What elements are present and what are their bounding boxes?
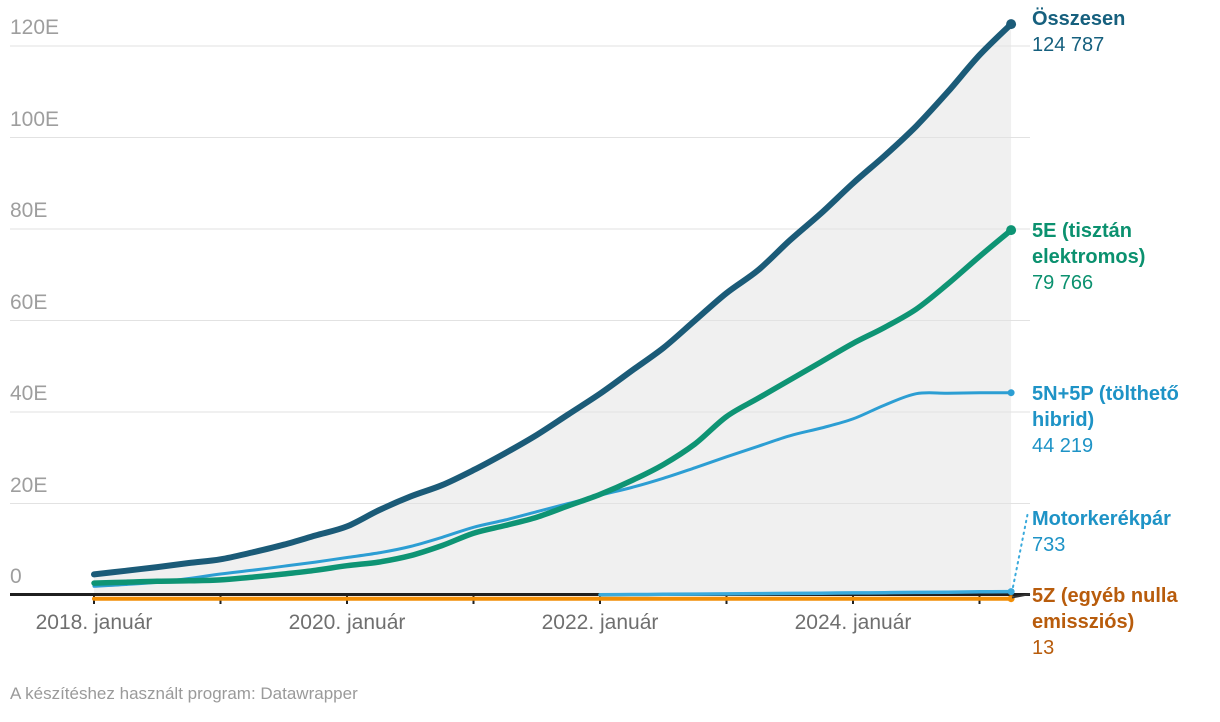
series-value: 13 — [1032, 637, 1055, 659]
series-label-5e-tisztán-elektromos: 5E (tisztán elektromos) 79 766 — [1032, 218, 1218, 296]
y-tick-label-80E: 80E — [10, 199, 48, 222]
series-line-5e-tisztán-elektromos — [91, 227, 1014, 586]
y-tick-label-40E: 40E — [10, 382, 48, 405]
series-name-line: emissziós) — [1032, 611, 1135, 633]
series-label-5z-egyéb-nulla-emissziós: 5Z (egyéb nulla emissziós) 13 — [1032, 583, 1218, 661]
y-tick-label-60E: 60E — [10, 290, 48, 314]
series-end-dot-5e-tisztán-elektromos — [1006, 225, 1017, 236]
series-end-dot-5n+5p-tölthető-hibrid — [1007, 389, 1015, 397]
x-tick-label-2018: 2018. január — [35, 611, 153, 634]
series-line-összesen — [91, 21, 1015, 578]
series-name-line: elektromos) — [1032, 246, 1146, 268]
series-label-motorkerékpár: Motorkerékpár 733 — [1032, 506, 1218, 558]
series-name-line: 5E (tisztán — [1032, 220, 1133, 242]
y-tick-label-0: 0 — [10, 565, 22, 588]
series-name-line: 5N+5P (tölthető — [1032, 383, 1179, 405]
y-tick-label-20E: 20E — [10, 473, 48, 497]
series-line-motorkerékpár — [598, 589, 1013, 597]
x-tick-label-2020: 2020. január — [288, 611, 406, 634]
series-label-összesen: Összesen 124 787 — [1032, 6, 1218, 58]
series-value: 733 — [1032, 534, 1066, 556]
leader-line-5z-egyéb-nulla-emissziós — [1011, 593, 1031, 599]
x-tick-label-2022: 2022. január — [541, 611, 659, 634]
area-fill-összesen — [94, 24, 1012, 596]
series-name-line: 5Z (egyéb nulla — [1032, 585, 1178, 607]
y-tick-label-100E: 100E — [10, 107, 60, 131]
series-end-dot-összesen — [1006, 19, 1017, 30]
series-value: 79 766 — [1032, 272, 1094, 294]
series-label-5n+5p-tölthető-hibrid: 5N+5P (tölthető hibrid) 44 219 — [1032, 381, 1218, 459]
series-name-line: hibrid) — [1032, 409, 1095, 431]
series-end-dot-motorkerékpár — [1007, 588, 1015, 596]
series-name-line: Összesen — [1032, 8, 1126, 30]
series-value: 124 787 — [1032, 34, 1105, 56]
y-tick-label-120E: 120E — [10, 16, 60, 39]
series-line-5n+5p-tölthető-hibrid — [92, 391, 1013, 588]
series-value: 44 219 — [1032, 435, 1094, 457]
x-tick-label-2024: 2024. január — [794, 611, 912, 634]
footer-credit: A készítéshez használt program: Datawrap… — [10, 684, 358, 703]
series-name-line: Motorkerékpár — [1032, 508, 1171, 530]
leader-line-motorkerékpár — [1012, 511, 1029, 588]
